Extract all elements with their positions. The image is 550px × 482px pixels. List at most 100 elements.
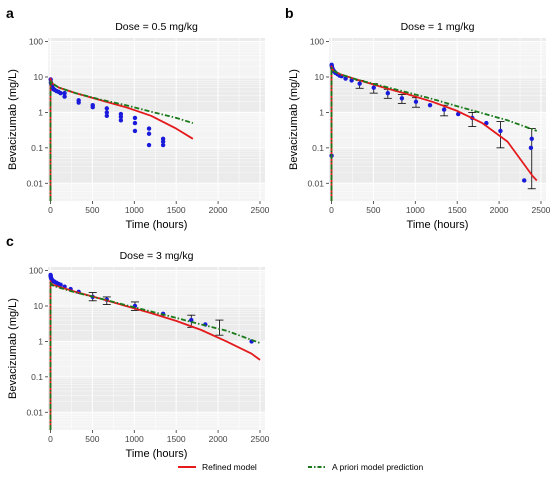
observed-point <box>146 126 152 131</box>
x-axis-label: Time (hours) <box>126 219 188 231</box>
observed-point <box>118 118 124 123</box>
legend-entry: Refined model <box>178 462 257 472</box>
decade-band <box>48 183 265 201</box>
x-tick-label: 0 <box>329 205 334 215</box>
x-tick-label: 2500 <box>251 434 270 444</box>
x-tick-label: 0 <box>48 434 53 444</box>
observed-point <box>58 90 63 96</box>
y-tick-label: 10 <box>315 72 325 82</box>
y-tick-label: 0.1 <box>31 372 43 382</box>
chart-title: Dose = 1 mg/kg <box>401 21 475 33</box>
observed-point <box>90 105 95 110</box>
observed-point <box>160 142 166 148</box>
y-tick-label: 10 <box>34 301 44 311</box>
error-bar <box>496 121 505 149</box>
observed-point <box>160 136 166 142</box>
observed-point <box>413 99 419 104</box>
plot-data <box>48 77 194 201</box>
observed-point <box>343 76 348 81</box>
series-line-a-priori-model <box>330 67 538 201</box>
chart-title: Dose = 0.5 mg/kg <box>115 21 198 33</box>
observed-point <box>528 145 534 151</box>
y-tick-label: 1 <box>38 336 43 346</box>
decade-band <box>48 270 265 306</box>
observed-point <box>349 78 354 83</box>
series-line-a-priori-model <box>49 79 194 201</box>
panel-letter: b <box>285 5 294 21</box>
decade-band <box>48 412 265 430</box>
panel-a: a Dose = 0.5 mg/kg 0 500 1000 1500 2000 2500 0.0… <box>6 5 270 231</box>
x-tick-label: 500 <box>85 205 99 215</box>
decade-band <box>329 112 546 148</box>
y-tick-label: 100 <box>310 37 324 47</box>
observed-point <box>522 178 527 183</box>
x-tick-label: 1000 <box>406 205 425 215</box>
x-axis-label: Time (hours) <box>407 219 469 231</box>
y-tick-label: 0.01 <box>26 407 43 417</box>
y-tick-label: 0.01 <box>26 178 43 188</box>
x-tick-label: 2000 <box>209 205 228 215</box>
x-tick-label: 1500 <box>167 434 186 444</box>
observed-point <box>58 282 63 287</box>
x-tick-label: 0 <box>48 205 53 215</box>
y-axis-label: Bevacizumab (mg/L) <box>7 69 19 170</box>
observed-point <box>76 100 81 105</box>
y-tick-label: 0.01 <box>307 178 324 188</box>
observed-point <box>529 136 534 142</box>
panel-b: b Dose = 1 mg/kg 0 500 1000 1500 2000 2500 0.01 0… <box>285 5 550 231</box>
y-tick-label: 0.1 <box>312 143 324 153</box>
observed-point <box>104 113 110 119</box>
y-axis-label: Bevacizumab (mg/L) <box>288 69 300 170</box>
legend-label: Refined model <box>202 462 257 472</box>
observed-point <box>455 111 461 117</box>
panel-letter: c <box>6 233 14 249</box>
observed-point <box>427 102 433 108</box>
x-tick-label: 2500 <box>532 205 550 215</box>
observed-point <box>104 106 110 111</box>
panel-c: c Dose = 3 mg/kg 0 500 1000 1500 2000 2500 0.01 0… <box>6 233 270 460</box>
observed-point <box>371 85 376 90</box>
x-tick-label: 1000 <box>125 434 144 444</box>
x-tick-label: 2000 <box>209 434 228 444</box>
observed-point <box>399 96 405 101</box>
decade-band <box>48 41 265 77</box>
y-tick-label: 10 <box>34 72 44 82</box>
decade-band <box>329 183 546 201</box>
y-tick-label: 1 <box>38 107 43 117</box>
observed-point <box>62 90 67 96</box>
observed-point <box>385 90 391 96</box>
legend-label: A priori model prediction <box>332 462 423 472</box>
observed-point <box>62 94 67 99</box>
legend: Refined model A priori model prediction <box>178 462 423 472</box>
x-tick-label: 2500 <box>251 205 270 215</box>
observed-point <box>104 110 110 115</box>
decade-band <box>48 341 265 377</box>
y-tick-label: 0.1 <box>31 143 43 153</box>
y-tick-label: 100 <box>29 37 43 47</box>
x-tick-label: 500 <box>366 205 380 215</box>
x-tick-label: 1500 <box>448 205 467 215</box>
plot-data <box>329 62 538 201</box>
x-tick-label: 1500 <box>167 205 186 215</box>
x-tick-label: 1000 <box>125 205 144 215</box>
y-tick-label: 1 <box>319 107 324 117</box>
error-bar <box>215 319 224 336</box>
observed-point <box>146 131 152 136</box>
observed-point <box>132 120 138 126</box>
series-line-a-priori-model <box>49 281 261 430</box>
plot-data <box>48 272 261 430</box>
chart-title: Dose = 3 mg/kg <box>120 250 194 262</box>
decade-band <box>329 41 546 77</box>
observed-point <box>357 81 362 86</box>
y-tick-label: 100 <box>29 266 43 276</box>
observed-point <box>189 317 194 323</box>
observed-point <box>146 142 152 148</box>
observed-point <box>498 128 503 134</box>
x-axis-label: Time (hours) <box>126 448 188 460</box>
x-tick-label: 500 <box>85 434 99 444</box>
legend-entry: A priori model prediction <box>308 462 423 472</box>
observed-point <box>132 115 138 121</box>
observed-point <box>441 107 447 112</box>
